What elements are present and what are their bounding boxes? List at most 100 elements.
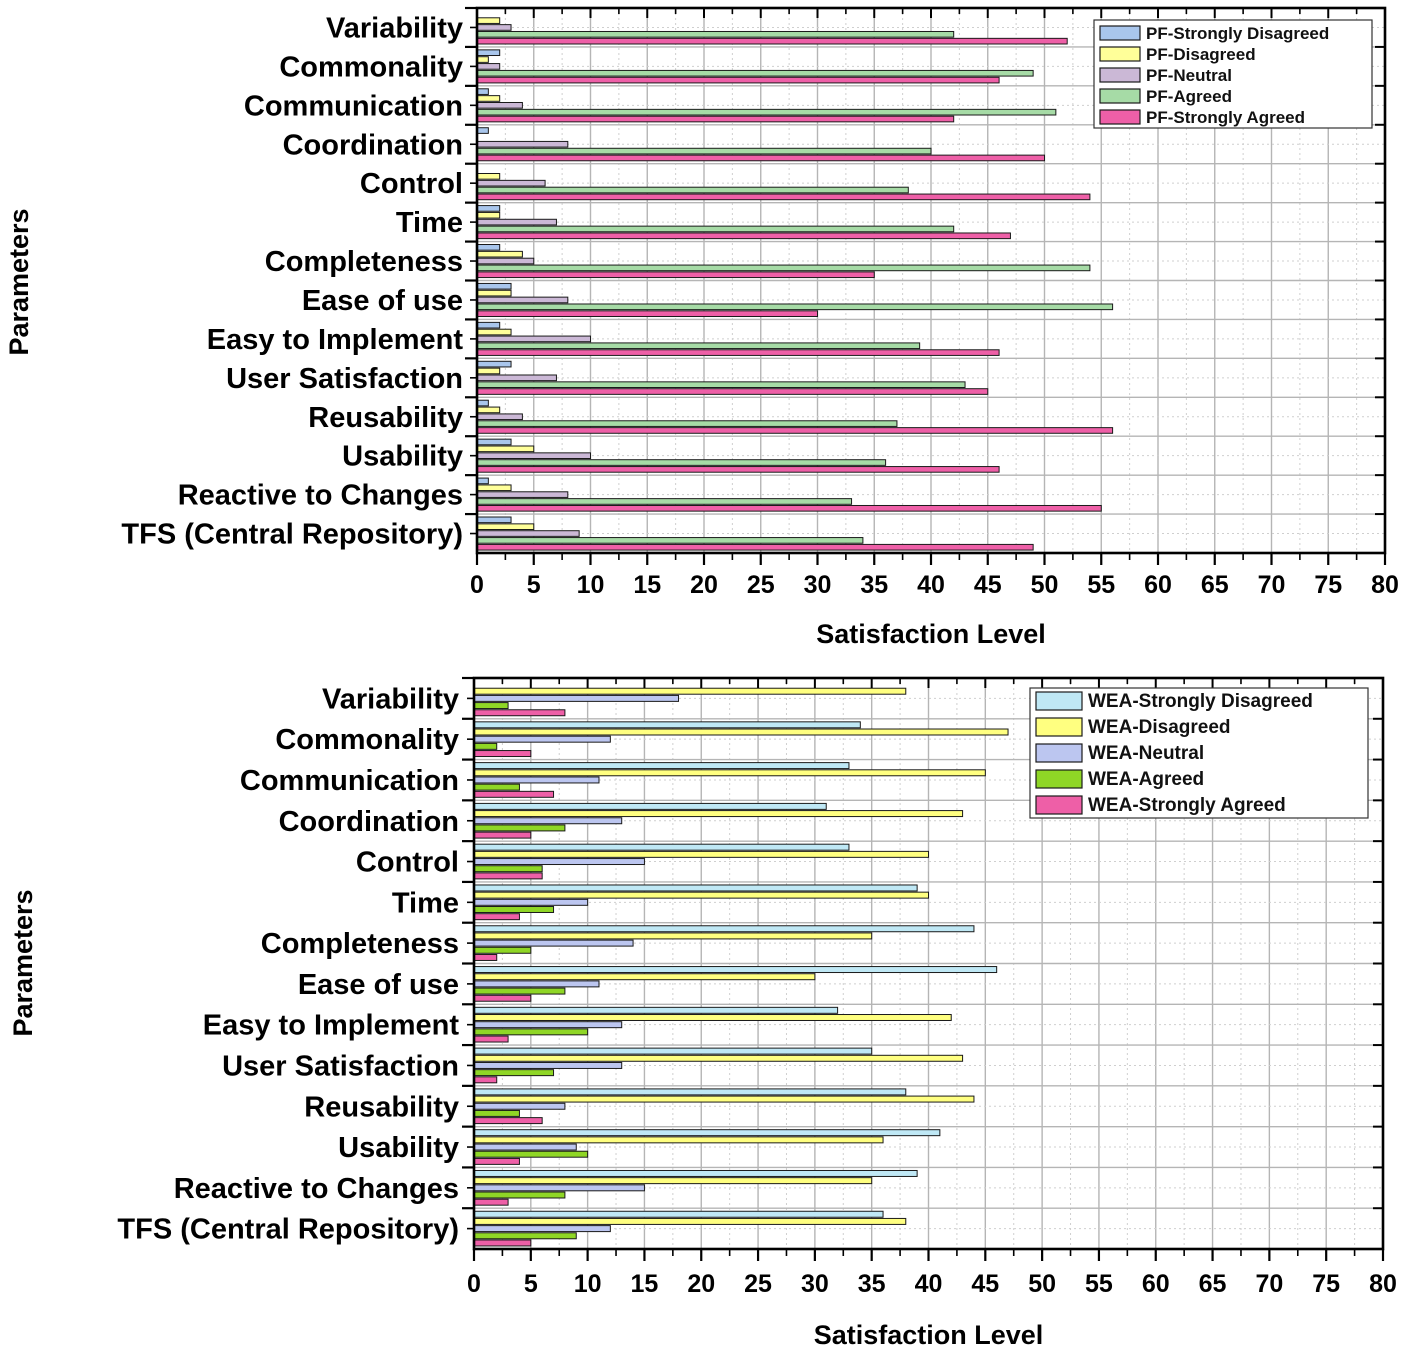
bar <box>473 1177 873 1185</box>
x-tick-label: 0 <box>467 1270 481 1298</box>
bar <box>473 1150 589 1158</box>
bar <box>476 173 501 180</box>
bar <box>473 769 986 777</box>
legend-swatch <box>1035 769 1083 789</box>
x-tick-label: 55 <box>1087 571 1115 599</box>
bar <box>473 925 975 933</box>
x-tick-label: 20 <box>687 1270 715 1298</box>
bar <box>473 980 600 988</box>
bar <box>476 420 898 427</box>
bar <box>473 1021 623 1029</box>
bar <box>476 69 1034 77</box>
bar <box>476 101 523 109</box>
legend-swatch <box>1099 25 1141 41</box>
bar <box>473 1136 884 1144</box>
legend: WEA-Strongly Disagreed WEA-Disagreed WEA-N… <box>1029 687 1369 819</box>
bar <box>473 721 861 729</box>
bar <box>473 1232 577 1240</box>
chart-panel-1: Variability Commonality Communication Coord… <box>4 6 1399 649</box>
y-tick-label: Variability <box>326 12 463 44</box>
bar <box>473 817 623 825</box>
bar <box>473 1157 520 1165</box>
bar <box>473 824 566 832</box>
legend-swatch <box>1035 717 1083 737</box>
bar <box>476 95 501 102</box>
y-tick-label: Usability <box>338 1132 459 1164</box>
bar <box>473 1117 543 1125</box>
bar <box>476 367 501 375</box>
y-tick-label: Commonality <box>279 51 463 83</box>
legend-label: WEA-Agreed <box>1088 769 1204 790</box>
y-tick-label: User Satisfaction <box>222 1050 459 1082</box>
x-tick-label: 30 <box>804 571 832 599</box>
bar <box>476 127 489 134</box>
bar <box>476 360 512 368</box>
bar <box>476 491 569 498</box>
bar <box>473 1035 509 1043</box>
bar <box>473 966 998 974</box>
bar <box>476 296 569 304</box>
y-tick-label: Control <box>360 168 463 200</box>
bar <box>476 530 580 537</box>
bar <box>473 728 1009 736</box>
bar <box>473 1129 941 1137</box>
legend-label: WEA-Disagreed <box>1088 717 1231 738</box>
x-tick-label: 10 <box>577 571 605 599</box>
bar <box>476 289 512 297</box>
bar <box>476 335 591 343</box>
bar <box>476 537 864 544</box>
bar <box>476 115 955 123</box>
y-tick-label: Commonality <box>275 724 459 756</box>
bar <box>473 906 555 913</box>
bar <box>476 452 591 460</box>
bar <box>476 543 1034 551</box>
bar <box>476 349 1000 356</box>
bar <box>473 1028 589 1036</box>
bar <box>473 946 532 954</box>
bar <box>476 211 501 219</box>
x-tick-label: 65 <box>1199 1270 1227 1298</box>
bar <box>476 37 1068 45</box>
bar <box>473 1014 952 1021</box>
bar <box>476 523 535 531</box>
bar <box>473 865 543 873</box>
bar <box>476 484 512 492</box>
bar <box>473 1184 645 1192</box>
x-tick-label: 70 <box>1258 571 1286 599</box>
bar <box>476 498 853 505</box>
bar <box>476 282 512 290</box>
bar <box>476 140 569 148</box>
bar <box>476 271 875 279</box>
bar <box>476 30 955 38</box>
bar <box>473 994 532 1002</box>
bar <box>473 750 532 758</box>
y-tick-label: Easy to Implement <box>203 1010 460 1042</box>
bar <box>473 1076 498 1084</box>
bar <box>473 742 498 750</box>
bar <box>473 702 509 710</box>
x-tick-label: 75 <box>1312 1270 1340 1298</box>
y-tick-label: TFS (Central Repository) <box>117 1214 459 1246</box>
x-tick-label: 25 <box>747 571 775 599</box>
bar <box>473 891 929 899</box>
y-tick-label: Usability <box>342 441 463 473</box>
bar <box>473 973 816 981</box>
bar <box>473 735 611 743</box>
chart-panel-2: Variability Commonality Communication Coord… <box>8 676 1397 1350</box>
bar <box>476 244 501 251</box>
legend-box <box>1029 687 1369 819</box>
bar <box>473 776 600 784</box>
legend-swatch <box>1099 88 1141 104</box>
bar <box>473 858 645 866</box>
bar <box>473 843 850 851</box>
x-tick-label: 80 <box>1371 571 1399 599</box>
y-tick-label: User Satisfaction <box>226 363 463 395</box>
y-tick-label: Communication <box>244 90 463 122</box>
y-tick-label: Ease of use <box>298 969 459 1001</box>
x-axis-title: Satisfaction Level <box>816 619 1046 649</box>
bar <box>476 388 989 395</box>
bar <box>473 987 566 995</box>
legend-label: WEA-Strongly Disagreed <box>1088 691 1313 712</box>
